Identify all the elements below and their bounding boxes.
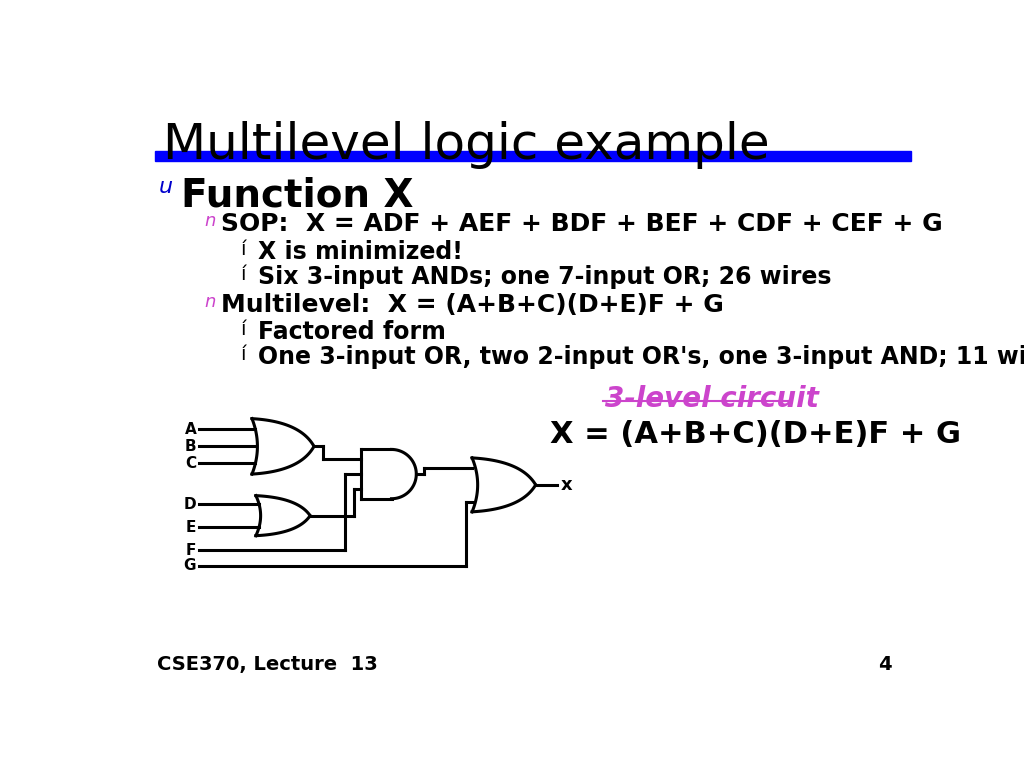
Text: E: E xyxy=(185,520,197,535)
Text: 4: 4 xyxy=(878,654,891,674)
Text: B: B xyxy=(184,439,197,454)
Text: A: A xyxy=(184,422,197,437)
Text: n: n xyxy=(204,212,215,230)
Text: í: í xyxy=(241,240,246,259)
Text: Six 3-input ANDs; one 7-input OR; 26 wires: Six 3-input ANDs; one 7-input OR; 26 wir… xyxy=(258,266,831,290)
Text: One 3-input OR, two 2-input OR's, one 3-input AND; 11 wires: One 3-input OR, two 2-input OR's, one 3-… xyxy=(258,346,1024,369)
Text: Multilevel logic example: Multilevel logic example xyxy=(163,121,769,170)
Text: C: C xyxy=(185,455,197,471)
Text: í: í xyxy=(241,320,246,339)
Text: n: n xyxy=(204,293,215,311)
Text: í: í xyxy=(241,266,246,284)
Text: í: í xyxy=(241,346,246,365)
Bar xyxy=(155,151,910,161)
Text: Factored form: Factored form xyxy=(258,320,446,344)
Text: x: x xyxy=(560,476,572,494)
Text: X is minimized!: X is minimized! xyxy=(258,240,463,264)
Text: F: F xyxy=(185,543,197,558)
Text: Multilevel:  X = (A+B+C)(D+E)F + G: Multilevel: X = (A+B+C)(D+E)F + G xyxy=(221,293,724,317)
Text: 3-level circuit: 3-level circuit xyxy=(604,385,818,412)
Text: G: G xyxy=(183,558,197,573)
Text: u: u xyxy=(159,177,173,197)
Text: SOP:  X = ADF + AEF + BDF + BEF + CDF + CEF + G: SOP: X = ADF + AEF + BDF + BEF + CDF + C… xyxy=(221,212,943,237)
Text: CSE370, Lecture  13: CSE370, Lecture 13 xyxy=(158,654,378,674)
Text: Function X: Function X xyxy=(180,177,414,215)
Text: X = (A+B+C)(D+E)F + G: X = (A+B+C)(D+E)F + G xyxy=(550,420,962,449)
Text: D: D xyxy=(183,497,197,511)
